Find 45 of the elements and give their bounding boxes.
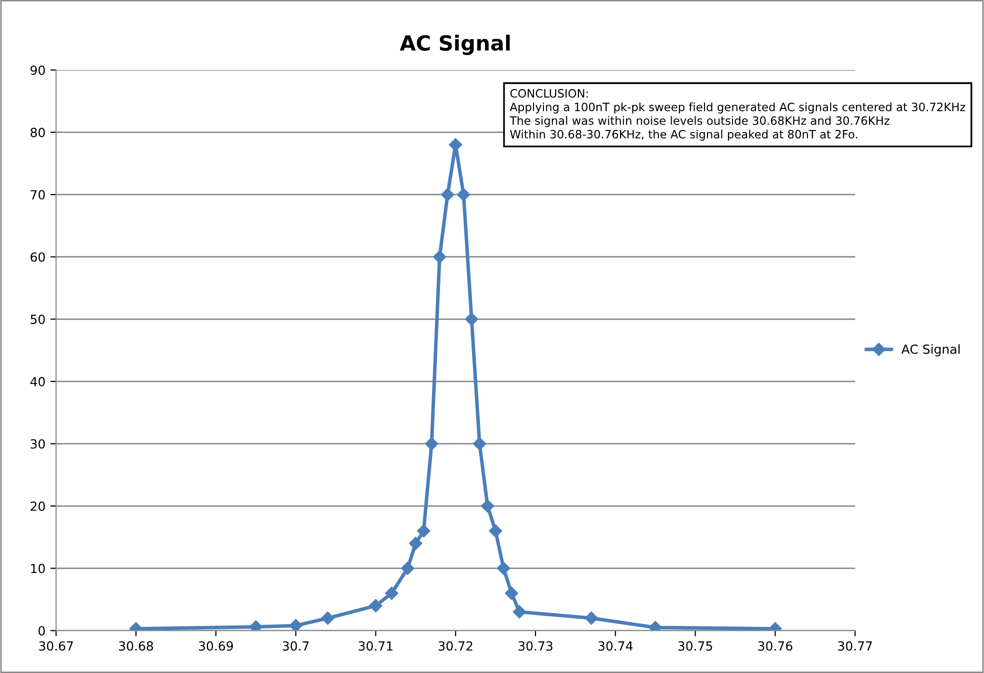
point bbox=[385, 586, 398, 600]
x-tick-label: 30.75 bbox=[678, 641, 712, 651]
y-tick-label: 20 bbox=[30, 501, 45, 511]
point bbox=[425, 437, 438, 450]
x-tick-label: 30.76 bbox=[758, 641, 792, 651]
point bbox=[456, 188, 470, 202]
point bbox=[401, 562, 414, 575]
y-tick-label: 0 bbox=[38, 626, 45, 636]
point bbox=[433, 250, 446, 264]
point bbox=[449, 138, 462, 152]
point bbox=[472, 437, 486, 450]
annotation: CONCLUSION: Applying a 100nT pk-pk sweep field generated AC signals centered at 30.72KHz The signal was within noise levels outside 30.68KHz and 30.76KHz Within 30.68-30.76KHz, the AC signal peaked at 80nT at 2Fo. bbox=[510, 89, 966, 141]
point bbox=[249, 620, 262, 631]
y-tick-label: 70 bbox=[30, 190, 45, 200]
x-tick-label: 30.77 bbox=[838, 641, 872, 651]
point bbox=[512, 605, 526, 618]
y-tick-label: 90 bbox=[30, 65, 45, 75]
point bbox=[504, 586, 518, 600]
y-tick-label: 80 bbox=[30, 128, 45, 138]
x-tick-label: 30.68 bbox=[119, 641, 154, 651]
point bbox=[480, 499, 494, 513]
y-tick-label: 40 bbox=[30, 376, 45, 386]
x-tick-label: 30.67 bbox=[39, 641, 73, 651]
x-tick-label: 30.69 bbox=[198, 641, 233, 651]
point bbox=[496, 562, 510, 575]
x-tick-label: 30.72 bbox=[438, 641, 472, 651]
x-tick-label: 30.74 bbox=[598, 641, 633, 651]
x-tick-label: 30.71 bbox=[358, 641, 392, 651]
point bbox=[488, 524, 502, 538]
legend-label: AC Signal bbox=[901, 344, 960, 356]
chart-title: AC Signal bbox=[400, 34, 510, 56]
point bbox=[289, 619, 302, 631]
point bbox=[409, 536, 422, 550]
point bbox=[369, 599, 382, 612]
point bbox=[321, 612, 334, 625]
y-tick-label: 60 bbox=[30, 252, 45, 262]
y-tick-label: 10 bbox=[31, 564, 45, 574]
point bbox=[441, 188, 454, 202]
y-tick-label: 30 bbox=[30, 439, 45, 449]
point bbox=[584, 612, 598, 625]
x-tick-label: 30.7 bbox=[282, 641, 309, 651]
point bbox=[417, 524, 430, 538]
x-tick-label: 30.73 bbox=[518, 641, 552, 651]
y-tick-label: 50 bbox=[30, 314, 45, 324]
point bbox=[464, 312, 478, 326]
